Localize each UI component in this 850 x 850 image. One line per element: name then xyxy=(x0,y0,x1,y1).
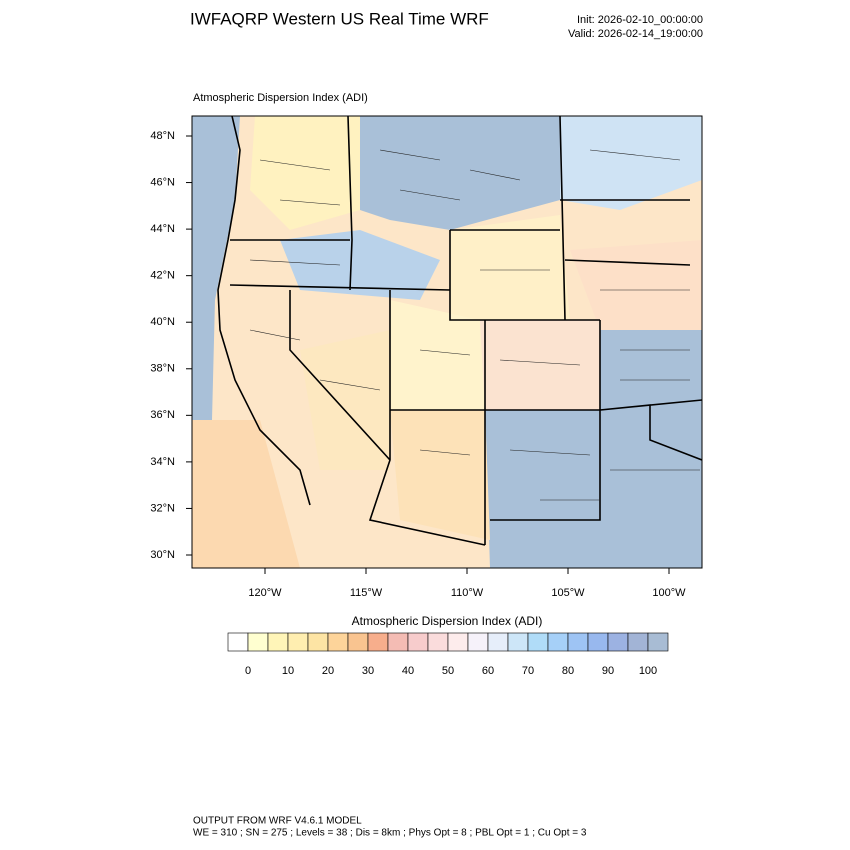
footer-line: WE = 310 ; SN = 275 ; Levels = 38 ; Dis … xyxy=(193,828,587,839)
colorbar-label: 80 xyxy=(562,665,574,677)
colorbar-box xyxy=(427,632,449,652)
colorbar-box xyxy=(607,632,629,652)
colorbar-box xyxy=(647,632,669,652)
colorbar-label: 10 xyxy=(282,665,294,677)
lat-tick-label: 34°N xyxy=(150,456,175,468)
colorbar-box xyxy=(507,632,529,652)
colorbar-box xyxy=(327,632,349,652)
map-field xyxy=(191,115,703,569)
colorbar-box xyxy=(587,632,609,652)
colorbar-box xyxy=(307,632,329,652)
colorbar-box xyxy=(447,632,469,652)
colorbar-box xyxy=(487,632,509,652)
colorbar-box xyxy=(247,632,269,652)
colorbar-box xyxy=(407,632,429,652)
colorbar: 0 10 20 30 40 50 60 70 80 90 100 xyxy=(227,632,669,677)
colorbar-label: 20 xyxy=(322,665,334,677)
colorbar-box xyxy=(627,632,649,652)
lat-tick-label: 42°N xyxy=(150,270,175,282)
colorbar-label: 90 xyxy=(602,665,614,677)
lat-tick-label: 46°N xyxy=(150,176,175,188)
valid-time: Valid: 2026-02-14_19:00:00 xyxy=(568,28,703,40)
lon-tick-label: 105°W xyxy=(551,587,585,599)
colorbar-box xyxy=(567,632,589,652)
lon-tick-label: 120°W xyxy=(248,587,282,599)
colorbar-title: Atmospheric Dispersion Index (ADI) xyxy=(352,614,543,628)
lat-tick-label: 48°N xyxy=(150,130,175,142)
colorbar-label: 0 xyxy=(245,665,251,677)
lat-tick-label: 40°N xyxy=(150,316,175,328)
lat-tick-label: 32°N xyxy=(150,502,175,514)
colorbar-label: 40 xyxy=(402,665,414,677)
colorbar-box xyxy=(287,632,309,652)
colorbar-box xyxy=(347,632,369,652)
colorbar-box xyxy=(367,632,389,652)
colorbar-label: 100 xyxy=(639,665,657,677)
lon-tick-label: 115°W xyxy=(350,587,383,599)
colorbar-label: 60 xyxy=(482,665,494,677)
map-subtitle: Atmospheric Dispersion Index (ADI) xyxy=(193,92,368,104)
colorbar-label: 70 xyxy=(522,665,534,677)
lat-tick-label: 30°N xyxy=(150,549,175,561)
colorbar-box xyxy=(387,632,409,652)
colorbar-box xyxy=(267,632,289,652)
colorbar-box xyxy=(547,632,569,652)
lon-tick-label: 110°W xyxy=(451,587,484,599)
lat-tick-label: 38°N xyxy=(150,363,175,375)
lat-tick-label: 36°N xyxy=(150,409,175,421)
colorbar-label: 30 xyxy=(362,665,374,677)
colorbar-box xyxy=(467,632,489,652)
colorbar-label: 50 xyxy=(442,665,454,677)
lat-tick-label: 44°N xyxy=(150,223,175,235)
title: IWFAQRP Western US Real Time WRF xyxy=(190,9,489,28)
init-time: Init: 2026-02-10_00:00:00 xyxy=(577,14,703,26)
lon-tick-label: 100°W xyxy=(652,587,686,599)
colorbar-box xyxy=(227,632,249,652)
colorbar-box xyxy=(527,632,549,652)
footer-line: OUTPUT FROM WRF V4.6.1 MODEL xyxy=(193,816,362,827)
